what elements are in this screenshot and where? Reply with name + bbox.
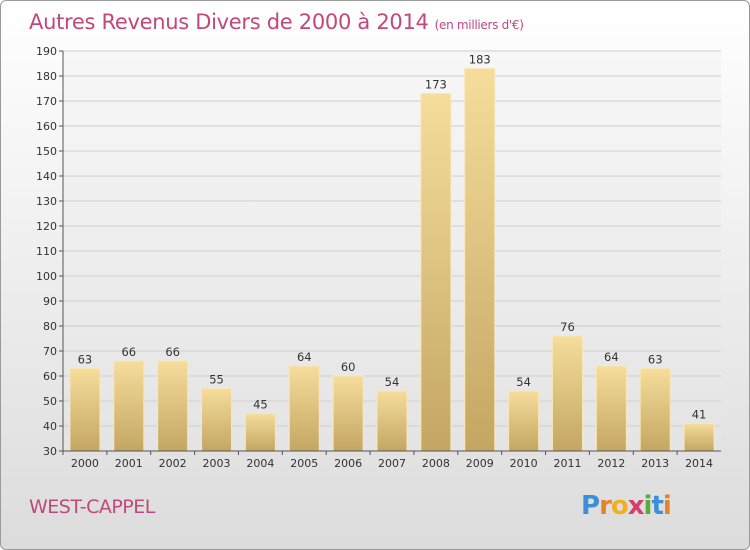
chart-subtitle: (en milliers d'€) <box>434 18 524 32</box>
y-tick-label: 140 <box>36 170 57 183</box>
x-tick-label-2004: 2004 <box>246 457 274 470</box>
bar-2007 <box>376 390 408 452</box>
y-tick-label: 50 <box>43 395 57 408</box>
y-tick-label: 180 <box>36 70 57 83</box>
x-tick-label-2011: 2011 <box>553 457 581 470</box>
value-label-2000: 63 <box>78 353 93 367</box>
x-tick-label-2007: 2007 <box>378 457 406 470</box>
y-tick-label: 120 <box>36 220 57 233</box>
proxiti-logo: Proxiti <box>581 491 672 521</box>
value-label-2010: 54 <box>516 375 531 389</box>
value-label-2006: 60 <box>341 360 356 374</box>
y-tick-label: 150 <box>36 145 57 158</box>
value-label-2007: 54 <box>385 375 400 389</box>
x-tick-label-2010: 2010 <box>510 457 538 470</box>
y-tick-label: 40 <box>43 420 57 433</box>
bars: 63 66 66 55 45 64 60 54 173 183 54 76 64 63 41 <box>69 53 715 452</box>
bar-2005 <box>288 365 320 452</box>
y-tick-label: 90 <box>43 295 57 308</box>
bar-2006 <box>332 375 364 452</box>
chart-title: Autres Revenus Divers de 2000 à 2014 (en … <box>29 10 524 34</box>
logo-letter: o <box>610 491 629 521</box>
x-axis: 2000 2001 2002 2003 2004 2005 2006 2007 2008 2009… <box>62 450 721 470</box>
value-label-2008: 173 <box>425 78 447 92</box>
bar-2011 <box>551 335 583 452</box>
y-tick-label: 70 <box>43 345 57 358</box>
x-tick-label-2009: 2009 <box>466 457 494 470</box>
bar-2000 <box>69 368 101 452</box>
x-tick-label-2006: 2006 <box>334 457 362 470</box>
value-label-2011: 76 <box>560 320 575 334</box>
bar-2008 <box>420 93 452 452</box>
value-label-2005: 64 <box>297 350 312 364</box>
bar-2003 <box>201 388 233 452</box>
x-tick-label-2001: 2001 <box>115 457 143 470</box>
value-label-2002: 66 <box>165 345 180 359</box>
value-label-2014: 41 <box>692 408 707 422</box>
y-tick-label: 80 <box>43 320 57 333</box>
bar-2002 <box>157 360 189 452</box>
value-label-2003: 55 <box>209 373 224 387</box>
x-tick-label-2000: 2000 <box>71 457 99 470</box>
x-tick-label-2012: 2012 <box>597 457 625 470</box>
x-tick-label-2013: 2013 <box>641 457 669 470</box>
logo-letter: r <box>599 491 612 521</box>
x-tick-label-2014: 2014 <box>685 457 713 470</box>
logo-letter: i <box>643 491 653 521</box>
value-label-2012: 64 <box>604 350 619 364</box>
y-tick-label: 100 <box>36 270 57 283</box>
bar-2013 <box>639 368 671 452</box>
bar-2010 <box>508 390 540 452</box>
y-tick-label: 30 <box>43 445 57 458</box>
y-tick-label: 170 <box>36 95 57 108</box>
bar-2014 <box>683 423 715 452</box>
y-tick-label: 190 <box>36 45 57 58</box>
y-tick-label: 160 <box>36 120 57 133</box>
bar-2001 <box>113 360 145 452</box>
y-tick-label: 110 <box>36 245 57 258</box>
x-tick-label-2002: 2002 <box>159 457 187 470</box>
logo-letter: t <box>651 491 663 521</box>
y-tick-label: 60 <box>43 370 57 383</box>
x-tick-label-2005: 2005 <box>290 457 318 470</box>
value-label-2001: 66 <box>121 345 136 359</box>
y-axis: 30 40 50 60 70 80 90 100 110 120 130 140 150 160 170 18… <box>36 45 64 458</box>
logo-letter: x <box>627 491 645 521</box>
value-label-2013: 63 <box>648 353 663 367</box>
bar-2004 <box>244 413 276 452</box>
value-label-2009: 183 <box>469 53 491 67</box>
x-tick-label-2008: 2008 <box>422 457 450 470</box>
y-tick-label: 130 <box>36 195 57 208</box>
logo-letter: P <box>581 491 600 521</box>
x-tick-label-2003: 2003 <box>203 457 231 470</box>
bar-2012 <box>595 365 627 452</box>
town-name: WEST-CAPPEL <box>29 496 155 518</box>
logo-letter: i <box>662 491 672 521</box>
bar-2009 <box>464 68 496 452</box>
value-label-2004: 45 <box>253 398 268 412</box>
